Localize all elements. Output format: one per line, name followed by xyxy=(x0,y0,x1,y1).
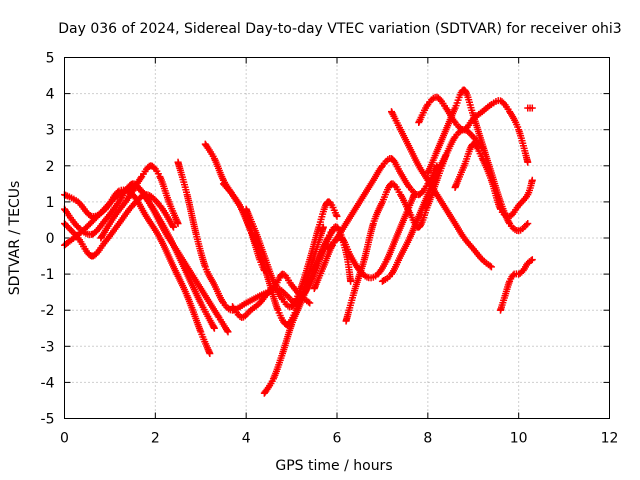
data-point xyxy=(507,212,515,220)
series-sat-j xyxy=(242,198,341,311)
y-tick-label: -4 xyxy=(41,375,55,391)
x-tick-label: 2 xyxy=(151,431,160,447)
data-point xyxy=(523,221,531,229)
data-point xyxy=(486,262,494,270)
data-point xyxy=(524,158,532,166)
series-sat-s xyxy=(451,140,536,220)
y-tick-label: 1 xyxy=(46,195,55,211)
data-point xyxy=(528,104,536,112)
y-tick-label: -1 xyxy=(41,267,55,283)
data-point xyxy=(472,141,480,149)
x-axis-label: GPS time / hours xyxy=(275,458,392,474)
series-sat-e xyxy=(97,162,182,242)
data-point xyxy=(306,299,314,307)
data-point xyxy=(277,294,285,302)
data-point xyxy=(73,222,81,230)
series-sat-n xyxy=(324,155,441,253)
data-point xyxy=(462,88,470,96)
series-layer xyxy=(61,86,536,397)
data-point xyxy=(224,328,232,336)
data-point xyxy=(206,350,214,358)
x-tick-label: 0 xyxy=(60,431,69,447)
data-point xyxy=(377,163,385,171)
data-point xyxy=(527,256,535,264)
plot-frame xyxy=(64,57,610,419)
y-tick-label: -2 xyxy=(41,303,55,319)
data-point xyxy=(218,297,226,305)
data-point xyxy=(263,290,271,298)
series-sat-f xyxy=(174,158,314,314)
x-tick-label: 12 xyxy=(601,431,619,447)
data-point xyxy=(137,174,145,182)
y-tick-label: -3 xyxy=(41,339,55,355)
x-tick-label: 10 xyxy=(510,431,528,447)
y-tick-label: 2 xyxy=(46,159,55,175)
data-point xyxy=(524,220,532,228)
data-point xyxy=(113,192,121,200)
y-tick-label: -5 xyxy=(41,412,55,428)
y-axis-label: SDTVAR / TECUs xyxy=(7,181,23,296)
data-point xyxy=(509,271,517,279)
y-tick-label: 5 xyxy=(46,51,55,67)
data-point xyxy=(450,134,458,142)
data-point xyxy=(170,223,177,231)
data-point xyxy=(405,182,413,190)
data-point xyxy=(347,277,355,285)
data-point xyxy=(214,312,222,320)
series-sat-q xyxy=(415,93,532,166)
x-tick-label: 8 xyxy=(423,431,432,447)
data-point xyxy=(528,256,536,264)
data-point xyxy=(174,220,182,228)
y-tick-label: 3 xyxy=(46,123,55,139)
data-point xyxy=(323,236,331,244)
series-sat-u xyxy=(524,104,536,112)
data-point xyxy=(487,263,495,271)
chart-title: Day 036 of 2024, Sidereal Day-to-day VTE… xyxy=(58,21,621,37)
x-tick-label: 6 xyxy=(333,431,342,447)
y-tick-label: 0 xyxy=(46,231,55,247)
data-point xyxy=(528,176,536,184)
data-point xyxy=(333,212,341,220)
series-sat-p xyxy=(388,108,495,271)
series-sat-t xyxy=(497,256,536,314)
data-point xyxy=(505,218,513,226)
data-point xyxy=(305,298,313,306)
y-tick-label: 4 xyxy=(46,87,55,103)
data-point xyxy=(210,324,218,332)
x-tick-label: 4 xyxy=(242,431,251,447)
